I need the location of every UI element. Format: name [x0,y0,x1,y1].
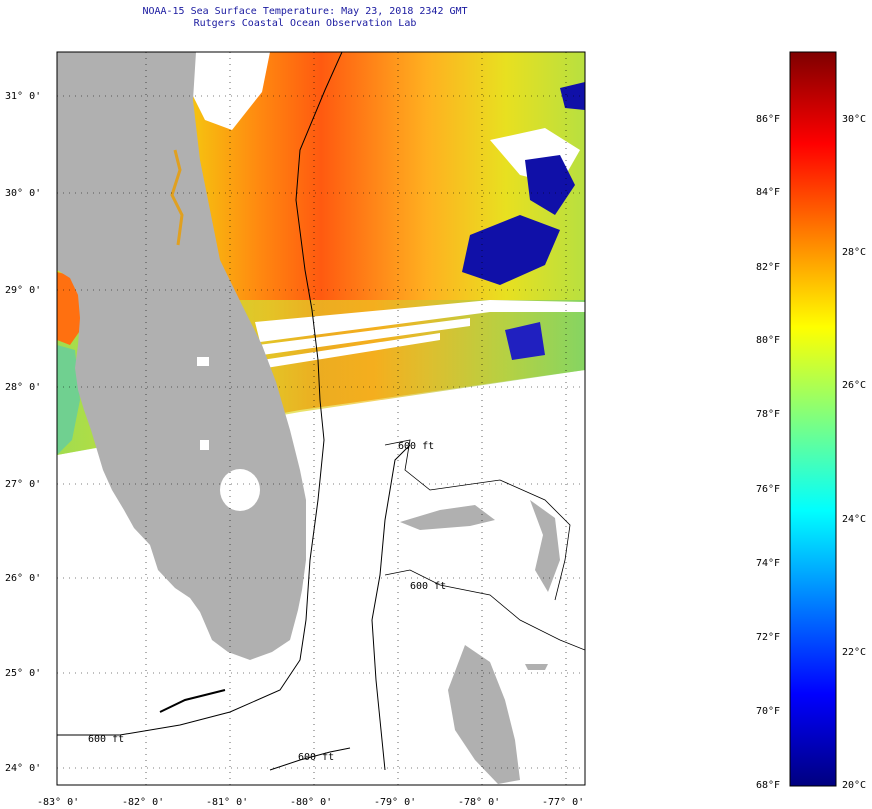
lat-label: 27° 0' [5,479,41,490]
cold-patch [525,155,575,215]
colorbar-c-label: 22°C [842,647,867,658]
map-subtitle: Rutgers Coastal Ocean Observation Lab [193,18,417,29]
plot-frame [56,51,586,786]
lat-label: 28° 0' [5,382,41,393]
colorbar-c-label: 24°C [842,514,867,525]
contour-label: 600 ft [410,581,446,592]
lon-label: -78° 0' [458,797,500,808]
lat-label: 31° 0' [5,91,41,102]
contour-labels: 600 ft 600 ft 600 ft 600 ft [88,441,446,763]
colorbar-c-label: 20°C [842,780,867,791]
depth-contour [269,747,351,771]
lon-label: -81° 0' [206,797,248,808]
contour-label: 600 ft [398,441,434,452]
lake [197,357,209,366]
andros-island [448,645,520,784]
lat-label: 26° 0' [5,573,41,584]
lat-label: 29° 0' [5,285,41,296]
contour-label: 600 ft [298,752,334,763]
colorbar-f-label: 78°F [756,409,781,420]
cloud-mask [190,52,270,130]
colorbar-f-label: 84°F [756,187,781,198]
lon-label: -83° 0' [37,797,79,808]
bahamas-bank-outline [384,439,571,601]
cold-patch [505,322,545,360]
lon-labels: -83° 0' -82° 0' -81° 0' -80° 0' -79° 0' … [37,797,584,808]
colorbar-c-label: 26°C [842,380,867,391]
colorbar-f-label: 74°F [756,558,781,569]
colorbar [789,51,837,787]
lat-label: 25° 0' [5,668,41,679]
lon-label: -82° 0' [122,797,164,808]
grand-bahama [400,505,495,530]
map-title: NOAA-15 Sea Surface Temperature: May 23,… [142,6,468,17]
warm-patch [57,345,80,455]
lat-label: 24° 0' [5,763,41,774]
colorbar-c-label: 28°C [842,247,867,258]
bahamas-bank-outline [384,569,585,651]
lat-labels: 31° 0' 30° 0' 29° 0' 28° 0' 27° 0' 26° 0… [5,91,41,774]
lat-label: 30° 0' [5,188,41,199]
lake-okeechobee [220,469,260,511]
cloud-mask [258,318,470,355]
cloud-mask [255,300,585,342]
colorbar-f-label: 70°F [756,706,781,717]
contour-label: 600 ft [88,734,124,745]
lon-label: -79° 0' [374,797,416,808]
graticule [57,52,585,785]
colorbar-f-label: 86°F [756,114,781,125]
colorbar-f-label: 72°F [756,632,781,643]
colorbar-f-label: 82°F [756,262,781,273]
cloud-mask [262,333,440,368]
depth-contour [371,444,411,771]
depth-contour [57,52,343,736]
colorbar-f-label: 80°F [756,335,781,346]
colorbar-f-label: 68°F [756,780,781,791]
cold-patch [462,215,560,285]
colorbar-f-label: 76°F [756,484,781,495]
berry-islands [525,664,548,670]
lake [200,440,209,450]
st-johns-river [170,149,184,246]
lon-label: -80° 0' [290,797,332,808]
colorbar-c-label: 30°C [842,114,867,125]
florida-keys [159,689,226,713]
lon-label: -77° 0' [542,797,584,808]
abaco-island [530,500,560,592]
